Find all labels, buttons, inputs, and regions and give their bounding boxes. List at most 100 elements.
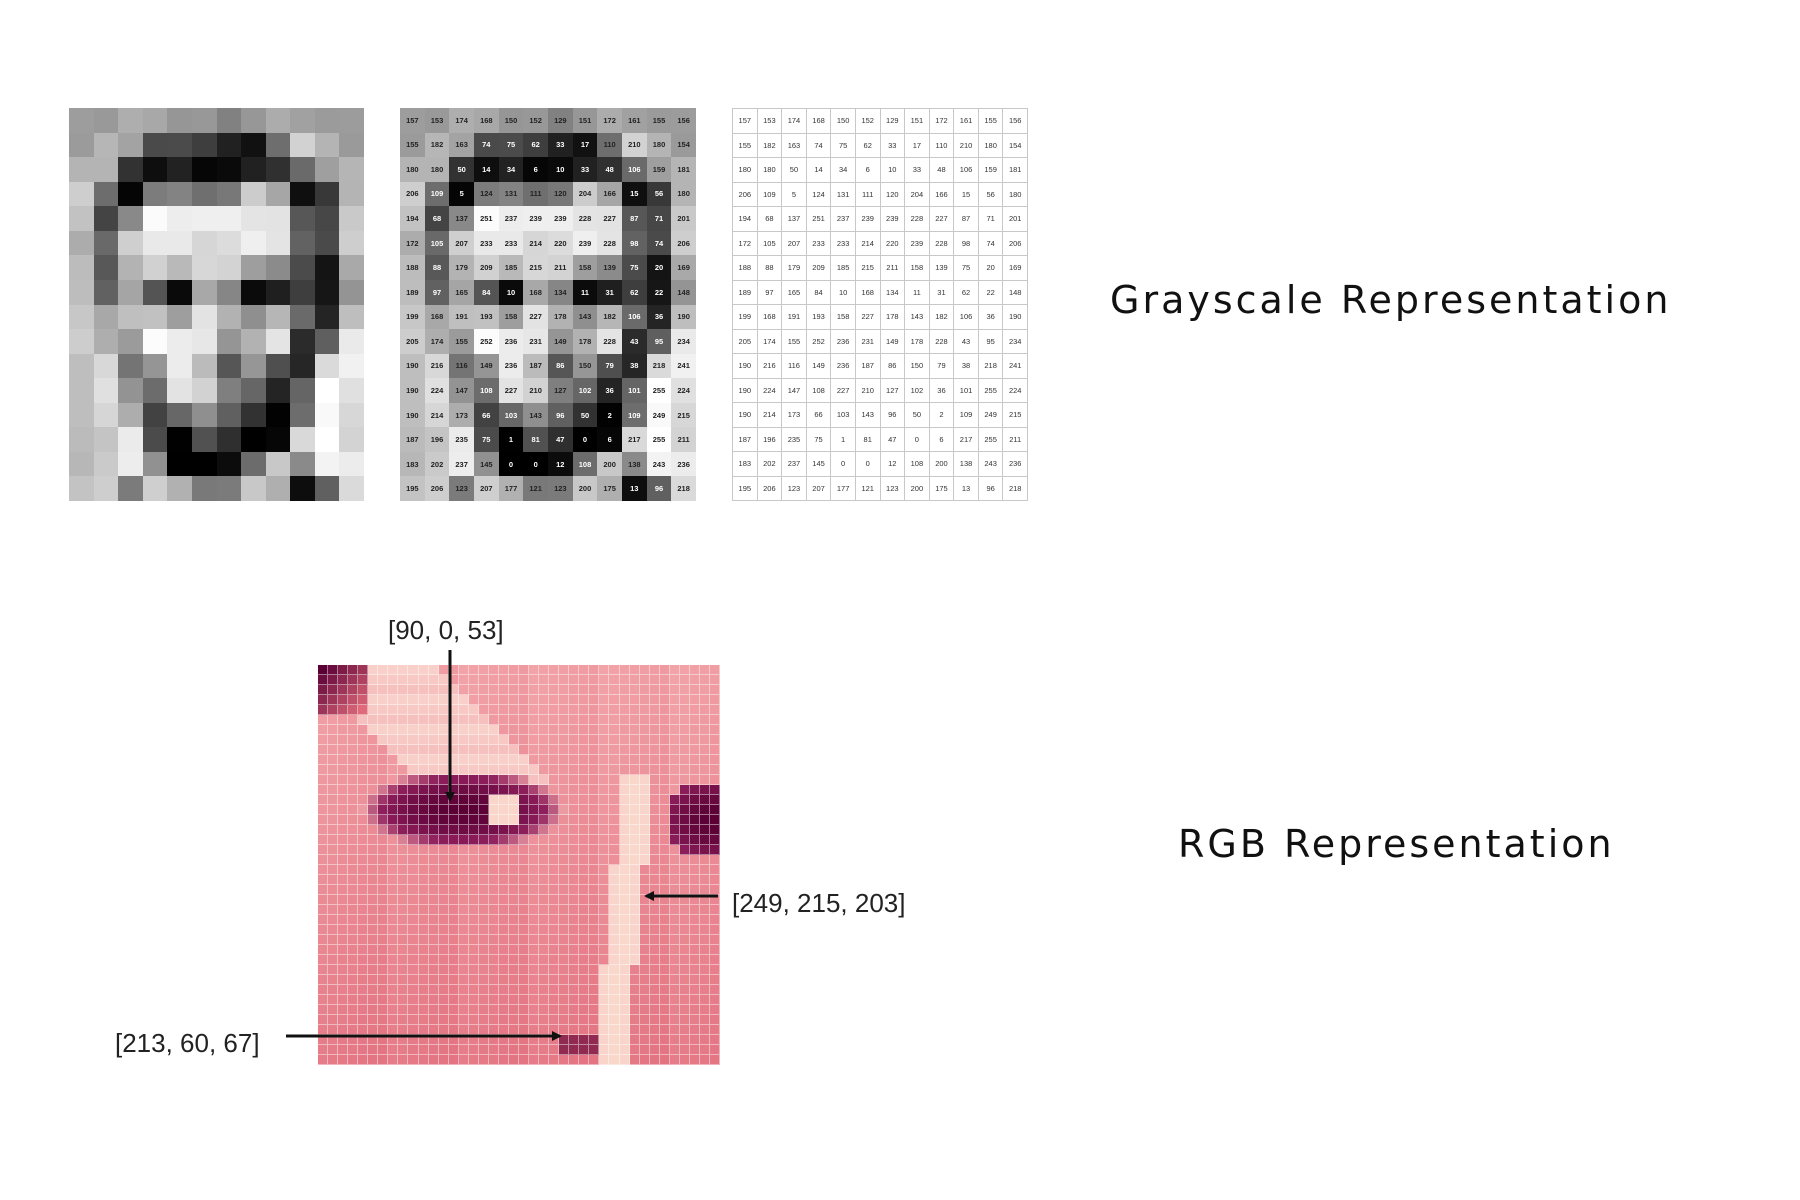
- rgb-pixel: [579, 905, 589, 915]
- rgb-pixel: [318, 1055, 328, 1065]
- rgb-pixel: [318, 735, 328, 745]
- value-table-cell: 195: [733, 477, 758, 502]
- rgb-pixel: [338, 935, 348, 945]
- rgb-pixel: [388, 995, 398, 1005]
- value-table-cell: 81: [856, 428, 881, 453]
- rgb-pixel: [489, 815, 499, 825]
- rgb-pixel: [459, 685, 469, 695]
- rgb-pixel: [569, 685, 579, 695]
- rgb-pixel: [368, 675, 378, 685]
- gray-value-cell: 129: [548, 108, 573, 133]
- rgb-pixel: [499, 785, 509, 795]
- value-table-cell: 2: [930, 403, 955, 428]
- rgb-pixel: [609, 1025, 619, 1035]
- gray-pixel: [118, 476, 143, 501]
- rgb-pixel: [318, 805, 328, 815]
- value-table-cell: 0: [905, 428, 930, 453]
- gray-value-cell: 11: [573, 280, 598, 305]
- rgb-pixel: [419, 975, 429, 985]
- rgb-pixel: [398, 925, 408, 935]
- rgb-pixel: [449, 895, 459, 905]
- rgb-pixel: [408, 945, 418, 955]
- gray-pixel: [217, 403, 242, 428]
- rgb-pixel: [479, 745, 489, 755]
- rgb-pixel: [549, 845, 559, 855]
- value-table-cell: 168: [758, 305, 783, 330]
- gray-value-cell: 1: [499, 427, 524, 452]
- gray-pixel: [217, 354, 242, 379]
- rgb-pixel: [509, 695, 519, 705]
- gray-pixel: [315, 378, 340, 403]
- rgb-pixel: [398, 1025, 408, 1035]
- gray-value-cell: 47: [548, 427, 573, 452]
- gray-pixel: [315, 133, 340, 158]
- gray-value-cell: 211: [548, 255, 573, 280]
- rgb-pixel: [609, 745, 619, 755]
- rgb-pixel: [710, 915, 720, 925]
- rgb-pixel: [620, 1055, 630, 1065]
- rgb-pixel: [609, 985, 619, 995]
- rgb-pixel: [650, 755, 660, 765]
- gray-value-cell: 206: [400, 182, 425, 207]
- gray-pixel: [69, 231, 94, 256]
- rgb-pixel: [539, 985, 549, 995]
- rgb-pixel: [408, 665, 418, 675]
- rgb-pixel: [700, 875, 710, 885]
- rgb-pixel: [398, 975, 408, 985]
- gray-value-cell: 74: [474, 133, 499, 158]
- gray-value-cell: 169: [671, 255, 696, 280]
- rgb-pixel: [569, 995, 579, 1005]
- rgb-pixel: [700, 775, 710, 785]
- value-table-cell: 17: [905, 134, 930, 159]
- rgb-pixel: [429, 885, 439, 895]
- rgb-pixel: [338, 1045, 348, 1055]
- gray-pixel: [241, 427, 266, 452]
- gray-value-cell: 204: [573, 182, 598, 207]
- gray-pixel: [167, 329, 192, 354]
- gray-value-cell: 193: [474, 305, 499, 330]
- rgb-pixel: [378, 955, 388, 965]
- rgb-pixel: [469, 985, 479, 995]
- rgb-pixel: [408, 1025, 418, 1035]
- rgb-pixel: [318, 1005, 328, 1015]
- rgb-pixel: [318, 885, 328, 895]
- rgb-pixel: [690, 885, 700, 895]
- rgb-pixel: [660, 755, 670, 765]
- rgb-pixel: [609, 955, 619, 965]
- rgb-pixel: [539, 785, 549, 795]
- gray-pixel: [192, 108, 217, 133]
- rgb-pixel: [700, 895, 710, 905]
- rgb-pixel: [630, 685, 640, 695]
- rgb-pixel: [660, 735, 670, 745]
- rgb-pixel: [710, 945, 720, 955]
- rgb-pixel: [599, 825, 609, 835]
- gray-pixel: [143, 157, 168, 182]
- gray-pixel: [241, 476, 266, 501]
- rgb-pixel: [609, 765, 619, 775]
- rgb-pixel: [439, 805, 449, 815]
- rgb-pixel: [398, 1045, 408, 1055]
- rgb-pixel: [700, 975, 710, 985]
- rgb-pixel: [338, 1035, 348, 1045]
- rgb-pixel: [318, 815, 328, 825]
- rgb-pixel: [609, 885, 619, 895]
- rgb-pixel: [589, 895, 599, 905]
- rgb-pixel: [599, 1005, 609, 1015]
- rgb-pixel: [408, 1005, 418, 1015]
- rgb-pixel: [439, 935, 449, 945]
- rgb-pixel: [609, 845, 619, 855]
- gray-pixel: [94, 452, 119, 477]
- rgb-pixel: [680, 685, 690, 695]
- gray-pixel: [143, 305, 168, 330]
- rgb-pixel: [660, 775, 670, 785]
- gray-pixel: [143, 206, 168, 231]
- rgb-pixel: [690, 785, 700, 795]
- rgb-pixel: [408, 995, 418, 1005]
- rgb-pixel: [670, 875, 680, 885]
- value-table-cell: 127: [881, 379, 906, 404]
- rgb-pixel: [519, 905, 529, 915]
- rgb-pixel: [549, 985, 559, 995]
- rgb-pixel: [439, 815, 449, 825]
- gray-pixel: [315, 182, 340, 207]
- rgb-pixel: [609, 975, 619, 985]
